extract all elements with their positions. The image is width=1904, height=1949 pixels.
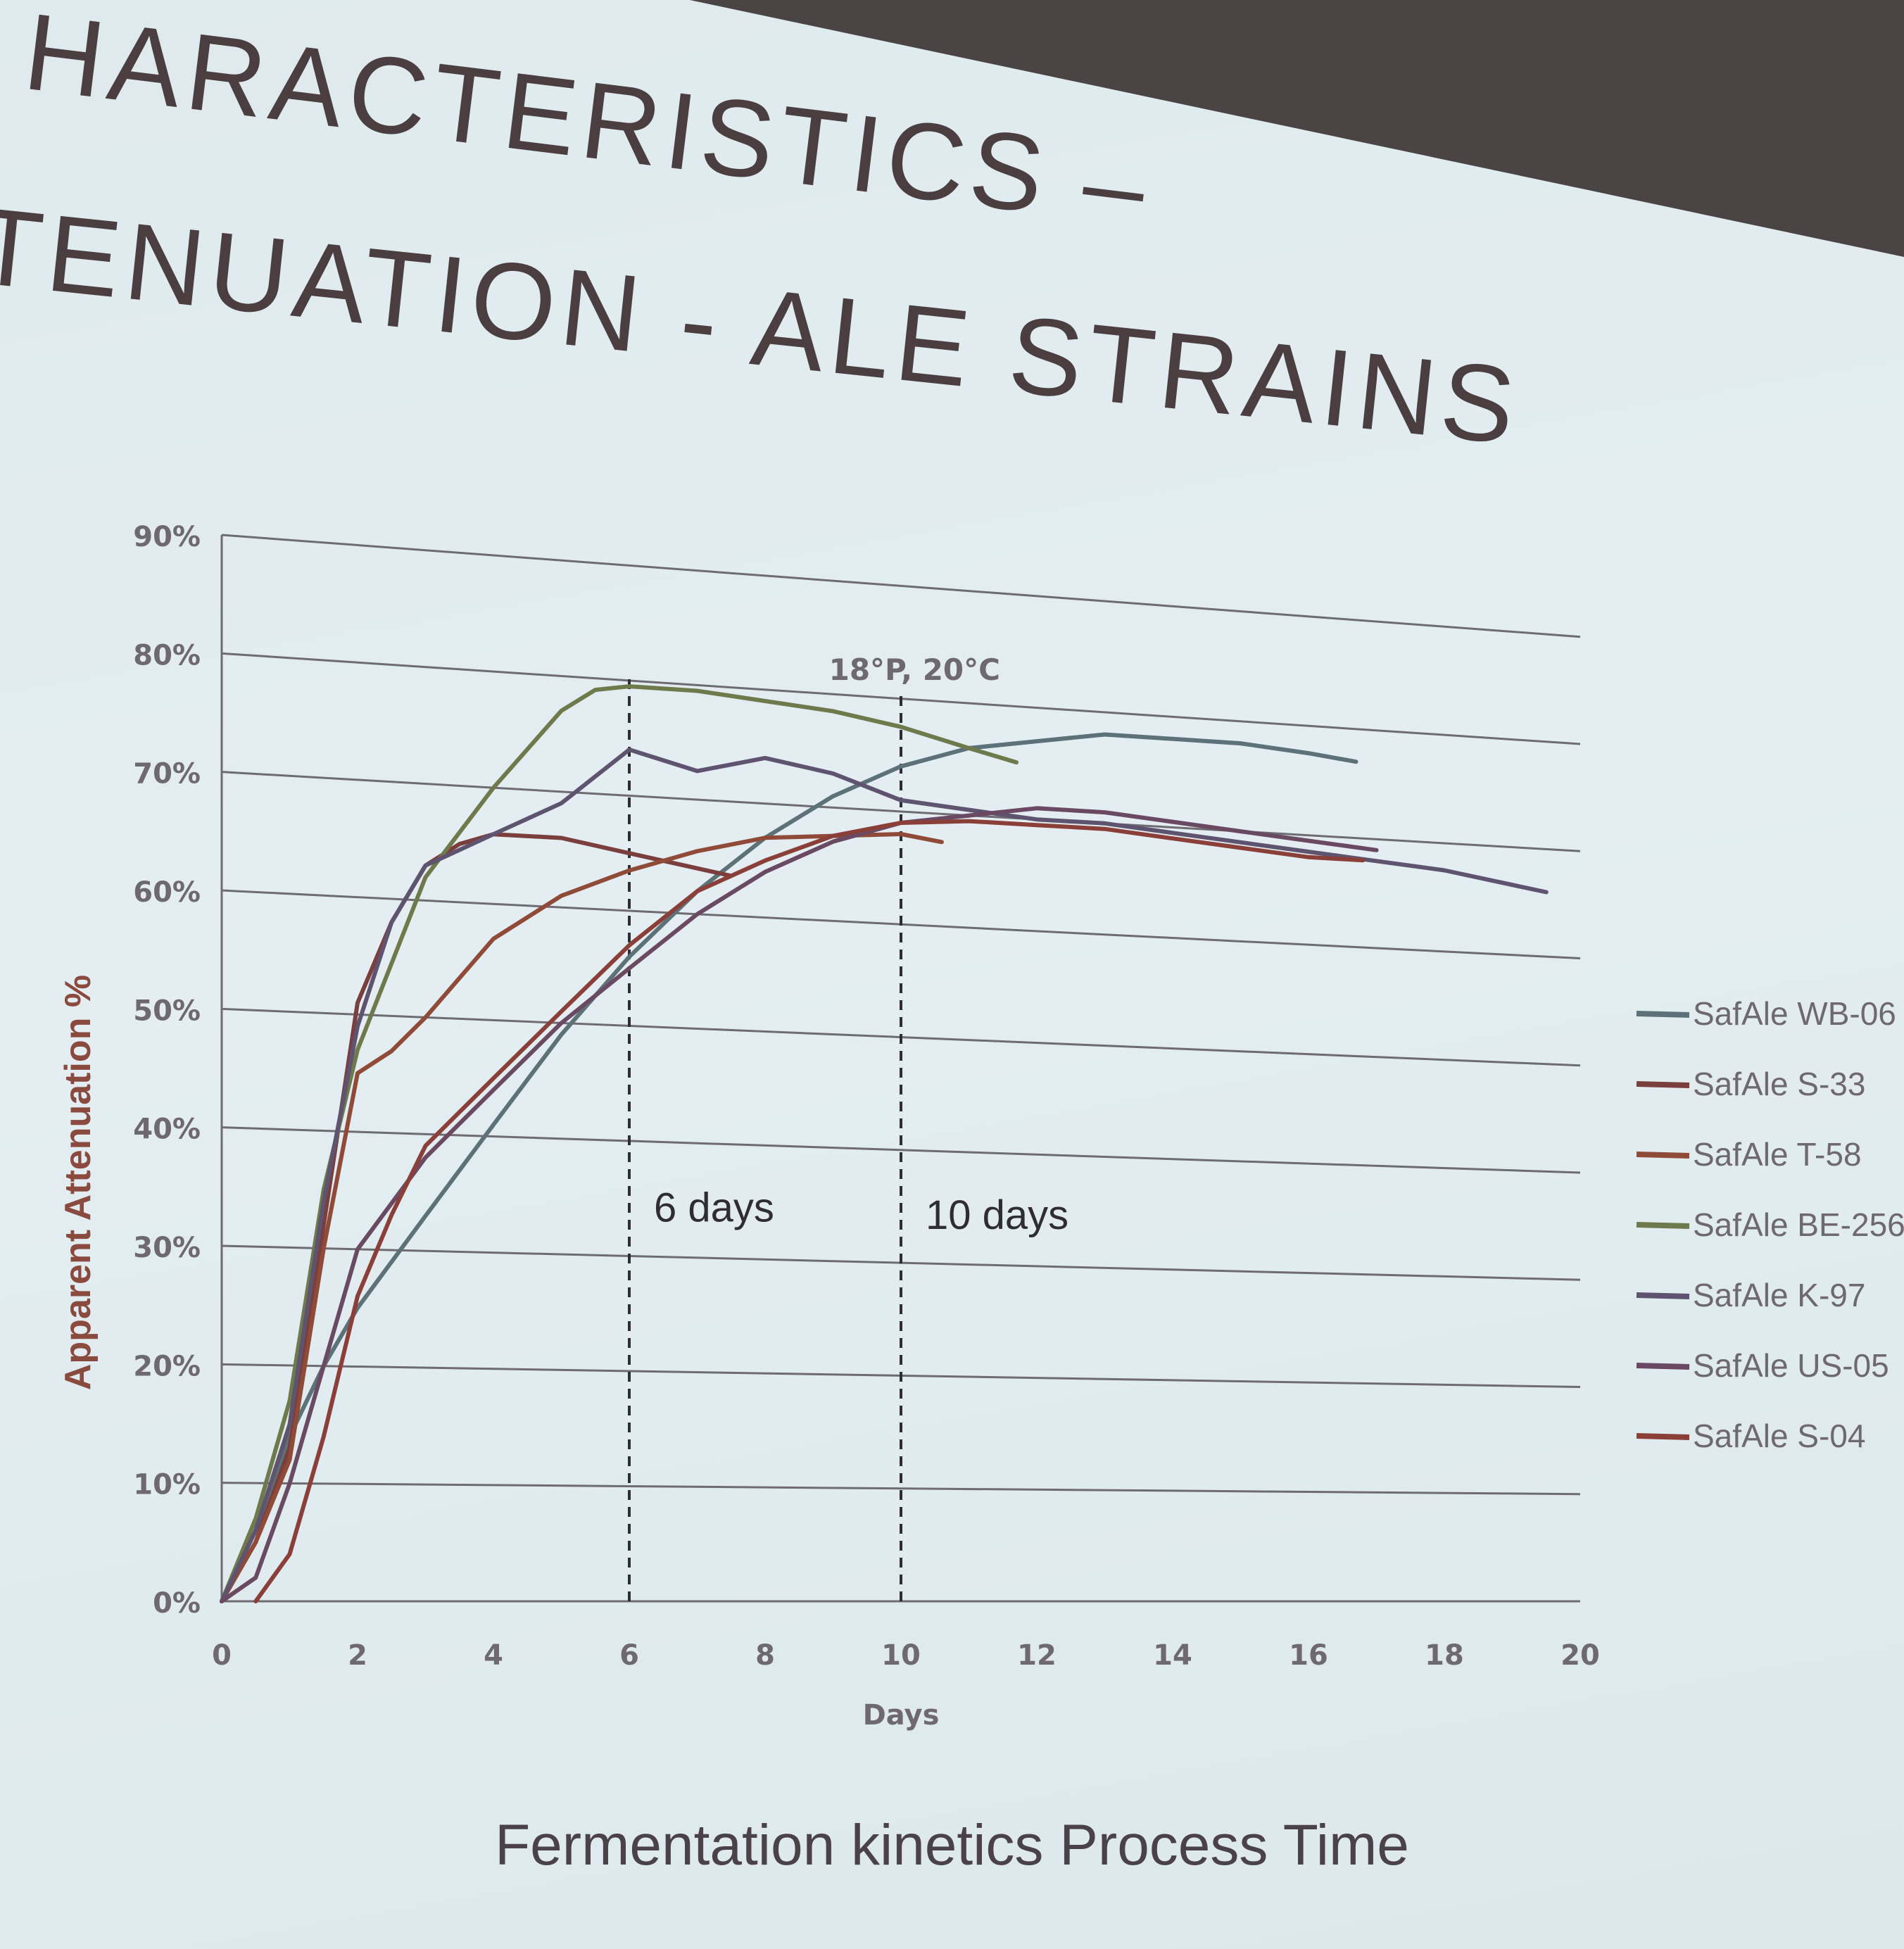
legend-swatch	[1636, 1081, 1690, 1088]
legend-label: SafAle S-33	[1693, 1066, 1865, 1102]
x-tick-label: 10	[881, 1639, 921, 1672]
series-line-safale-k-97	[220, 748, 1549, 1603]
series-line-safale-wb-06	[220, 732, 1358, 1603]
legend-swatch	[1636, 1292, 1690, 1299]
reference-line-label: 6 days	[654, 1185, 774, 1230]
legend-label: SafAle T-58	[1693, 1136, 1862, 1173]
x-tick-label: 8	[755, 1639, 775, 1672]
chart-series	[220, 684, 1549, 1603]
series-line-safale-s-04	[253, 819, 1366, 1603]
y-tick-label: 80%	[133, 639, 201, 671]
x-axis-label: Days	[863, 1699, 940, 1732]
x-tick-label: 0	[212, 1639, 232, 1672]
y-tick-label: 30%	[133, 1232, 201, 1264]
legend-label: SafAle US-05	[1693, 1347, 1889, 1384]
x-tick-label: 14	[1153, 1639, 1192, 1672]
y-tick-label: 60%	[133, 876, 201, 909]
attenuation-chart: 6 days 10 days 0% 10% 20% 30% 40% 50% 60% 70% 80%…	[58, 521, 1904, 1732]
gridline-y-7	[221, 771, 1581, 852]
chart-ticks: 0% 10% 20% 30% 40% 50% 60% 70% 80% 90% 0 2 4 6 8 10 12 14…	[133, 521, 1600, 1672]
chart-annotation: 18°P, 20°C	[829, 652, 1000, 687]
x-tick-label: 16	[1289, 1639, 1328, 1672]
x-tick-label: 4	[484, 1639, 503, 1672]
x-tick-label: 6	[619, 1639, 639, 1672]
y-tick-label: 20%	[133, 1350, 201, 1382]
legend-label: SafAle S-04	[1693, 1418, 1865, 1454]
series-line-safale-be-256	[220, 684, 1019, 1603]
slide-title-line1: HARACTERISTICS –	[18, 0, 1157, 249]
reference-line-label: 10 days	[926, 1192, 1068, 1238]
projector-shadow	[690, 0, 1904, 257]
y-tick-label: 40%	[133, 1114, 201, 1146]
x-tick-label: 18	[1425, 1639, 1464, 1672]
legend-swatch	[1636, 1011, 1690, 1018]
legend-label: SafAle K-97	[1693, 1277, 1865, 1313]
legend-label: SafAle WB-06	[1693, 995, 1896, 1032]
gridline-y-1	[221, 1482, 1581, 1496]
chart-legend: SafAle WB-06 SafAle S-33 SafAle T-58 SafAle…	[1636, 995, 1904, 1454]
x-tick-label: 20	[1561, 1639, 1600, 1672]
gridline-y-9	[221, 534, 1581, 638]
legend-swatch	[1636, 1433, 1690, 1440]
slide-caption: Fermentation kinetics Process Time	[495, 1813, 1409, 1877]
y-tick-label: 70%	[133, 758, 201, 790]
series-line-safale-t-58	[220, 832, 944, 1603]
chart-labels: 18°P, 20°C Days Apparent Attenuation %	[58, 652, 1000, 1732]
slide-title-line2: TENUATION - ALE STRAINS	[0, 184, 1526, 468]
series-line-safale-us-05	[220, 806, 1379, 1603]
y-tick-label: 50%	[133, 995, 201, 1027]
legend-swatch	[1636, 1222, 1690, 1229]
y-tick-label: 10%	[133, 1469, 201, 1501]
legend-swatch	[1636, 1152, 1690, 1159]
x-tick-label: 2	[348, 1639, 367, 1672]
reference-lines: 6 days 10 days	[628, 673, 1068, 1601]
y-tick-label: 90%	[133, 521, 201, 553]
y-axis-label: Apparent Attenuation %	[58, 975, 99, 1390]
y-tick-label: 0%	[153, 1587, 201, 1620]
legend-label: SafAle BE-256	[1693, 1206, 1904, 1243]
x-tick-label: 12	[1017, 1639, 1057, 1672]
legend-swatch	[1636, 1363, 1690, 1370]
